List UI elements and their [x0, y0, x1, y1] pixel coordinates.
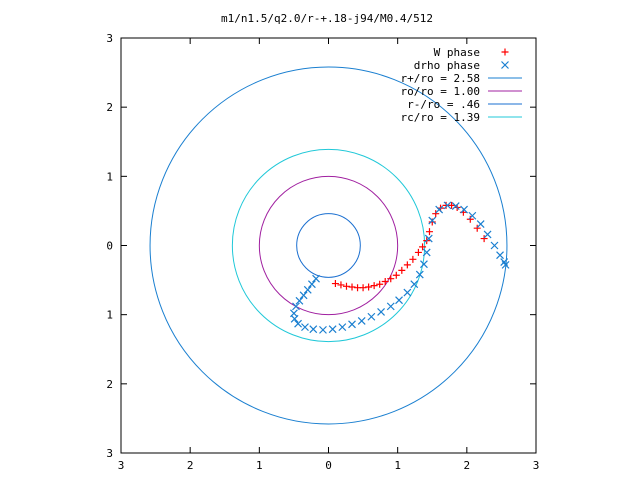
- x-tick-label: 0: [325, 459, 332, 472]
- x-tick-label: 2: [187, 459, 194, 472]
- data-point: [367, 312, 376, 321]
- data-point: [337, 281, 345, 289]
- series-w-phase: [331, 201, 488, 292]
- y-tick-label: 1: [106, 309, 113, 322]
- data-point: [377, 307, 385, 316]
- y-tick-label: 2: [106, 378, 113, 391]
- data-point: [386, 302, 395, 311]
- series-drho-phase: [289, 201, 510, 334]
- data-point: [392, 271, 400, 279]
- y-tick-label: 0: [106, 240, 113, 253]
- data-point: [424, 234, 433, 243]
- legend-label: rc/ro = 1.39: [401, 111, 480, 124]
- data-point: [365, 283, 373, 291]
- data-point: [328, 325, 337, 334]
- legend-label: r-/ro = .46: [407, 98, 480, 111]
- data-point: [451, 202, 460, 210]
- data-point: [290, 314, 299, 323]
- legend-label: W phase: [434, 46, 480, 59]
- data-point: [409, 255, 417, 263]
- x-tick-label: 1: [256, 459, 263, 472]
- data-point: [468, 211, 477, 220]
- data-point: [483, 230, 492, 239]
- circle-r-1: [258, 175, 399, 316]
- data-point: [307, 280, 316, 289]
- data-point: [466, 215, 474, 223]
- legend-label: drho phase: [414, 59, 480, 72]
- chart-title: m1/n1.5/q2.0/r-+.18-j94/M0.4/512: [221, 12, 433, 25]
- data-point: [428, 216, 437, 225]
- data-point: [410, 280, 419, 289]
- y-tick-label: 3: [106, 32, 113, 45]
- data-point: [357, 316, 366, 325]
- data-point: [415, 270, 424, 279]
- data-point: [342, 282, 350, 290]
- data-point: [370, 282, 378, 290]
- data-point: [312, 274, 320, 283]
- data-point: [403, 288, 412, 297]
- data-point: [338, 323, 347, 332]
- data-point: [359, 284, 367, 292]
- data-point: [376, 280, 384, 288]
- data-point: [301, 323, 309, 332]
- data-point: [381, 277, 389, 285]
- y-tick-label: 3: [106, 447, 113, 460]
- data-point: [414, 248, 422, 256]
- data-point: [387, 275, 395, 283]
- data-point: [496, 251, 504, 260]
- data-point: [428, 218, 436, 226]
- data-point: [319, 325, 327, 334]
- y-tick-label: 2: [106, 101, 113, 114]
- data-point: [425, 228, 433, 236]
- data-point: [348, 320, 356, 329]
- data-point: [395, 296, 403, 305]
- x-tick-label: 3: [118, 459, 125, 472]
- data-point: [403, 261, 411, 269]
- legend-marker: [501, 48, 509, 56]
- data-point: [432, 210, 440, 218]
- data-point: [420, 260, 428, 269]
- data-point: [480, 235, 488, 243]
- data-point: [309, 325, 318, 334]
- data-point: [422, 248, 431, 257]
- data-point: [299, 291, 308, 300]
- legend-label: r+/ro = 2.58: [401, 72, 480, 85]
- legend-marker: [501, 61, 509, 69]
- data-point: [331, 280, 339, 288]
- y-tick-label: 1: [106, 170, 113, 183]
- data-point: [294, 319, 302, 328]
- data-point: [473, 224, 481, 232]
- x-tick-label: 2: [464, 459, 471, 472]
- data-point: [476, 220, 485, 228]
- data-point: [292, 302, 300, 311]
- data-point: [295, 296, 304, 305]
- data-point: [348, 283, 356, 291]
- data-point: [435, 205, 444, 214]
- x-tick-label: 3: [533, 459, 540, 472]
- data-point: [443, 201, 452, 210]
- circle-r-0_46: [296, 213, 361, 278]
- circle-r-2_58: [149, 66, 508, 425]
- legend-label: ro/ro = 1.00: [401, 85, 480, 98]
- data-point: [303, 285, 312, 294]
- data-point: [419, 243, 427, 251]
- data-point: [398, 266, 406, 274]
- x-tick-label: 1: [394, 459, 401, 472]
- data-point: [490, 241, 499, 250]
- data-point: [501, 260, 510, 269]
- data-point: [448, 201, 456, 209]
- data-point: [460, 205, 468, 214]
- circle-r-1_39: [231, 148, 426, 343]
